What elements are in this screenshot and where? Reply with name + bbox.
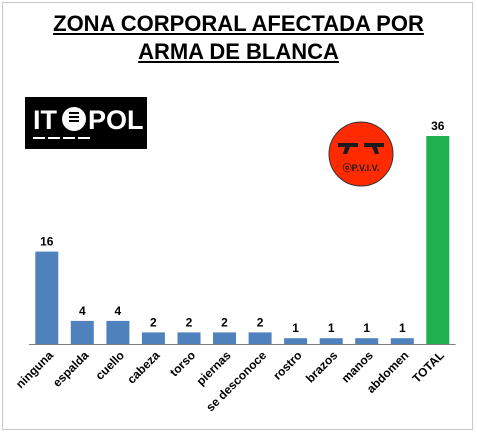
chart-title-line-1: ZONA CORPORAL AFECTADA POR (53, 11, 424, 36)
data-labels-group: 16 4 4 2 2 2 2 1 1 1 1 36 (40, 119, 445, 335)
data-label: 2 (186, 315, 193, 329)
category-label: espalda (50, 348, 92, 390)
category-label: cabeza (124, 348, 162, 386)
category-label: cuello (93, 348, 127, 382)
opviv-logo-graphic: ⓞP.V.I.V. (328, 121, 394, 187)
category-label: brazos (303, 348, 340, 385)
bar-cuello (106, 320, 130, 344)
bar-manos (355, 338, 379, 344)
bar-abdomen (390, 338, 414, 344)
bar-espalda (70, 320, 94, 344)
data-label: 2 (257, 315, 264, 329)
svg-text:IT: IT (33, 105, 58, 135)
data-label: 36 (431, 119, 445, 133)
category-label: ninguna (13, 348, 56, 391)
data-label: 16 (40, 235, 54, 249)
itepol-logo: IT POL (25, 97, 147, 149)
svg-text:ⓞP.V.I.V.: ⓞP.V.I.V. (343, 162, 380, 173)
bar-total (426, 136, 450, 344)
opviv-logo: ⓞP.V.I.V. (328, 121, 394, 187)
data-label: 1 (328, 321, 335, 335)
bars-group (35, 136, 450, 344)
chart-title: ZONA CORPORAL AFECTADA POR ARMA DE BLANC… (0, 10, 477, 66)
bar-torso (177, 332, 201, 344)
data-label: 4 (115, 304, 122, 318)
bar-piernas (213, 332, 236, 344)
data-label: 1 (363, 321, 370, 335)
category-label: torso (167, 348, 198, 379)
data-label: 1 (292, 321, 299, 335)
data-label: 4 (79, 304, 86, 318)
chart-frame (2, 2, 473, 430)
bar-se-desconoce (248, 332, 272, 344)
data-label: 2 (150, 315, 157, 329)
bar-ninguna (35, 251, 59, 344)
bar-brazos (319, 338, 343, 344)
bar-cabeza (141, 332, 165, 344)
data-label: 2 (221, 315, 228, 329)
chart-title-line-2: ARMA DE BLANCA (138, 39, 339, 64)
itepol-logo-graphic: IT POL (25, 97, 147, 149)
svg-text:POL: POL (88, 105, 144, 135)
category-label: rostro (270, 348, 304, 382)
bar-rostro (284, 338, 308, 344)
data-label: 1 (399, 321, 406, 335)
category-label: TOTAL (410, 348, 447, 385)
